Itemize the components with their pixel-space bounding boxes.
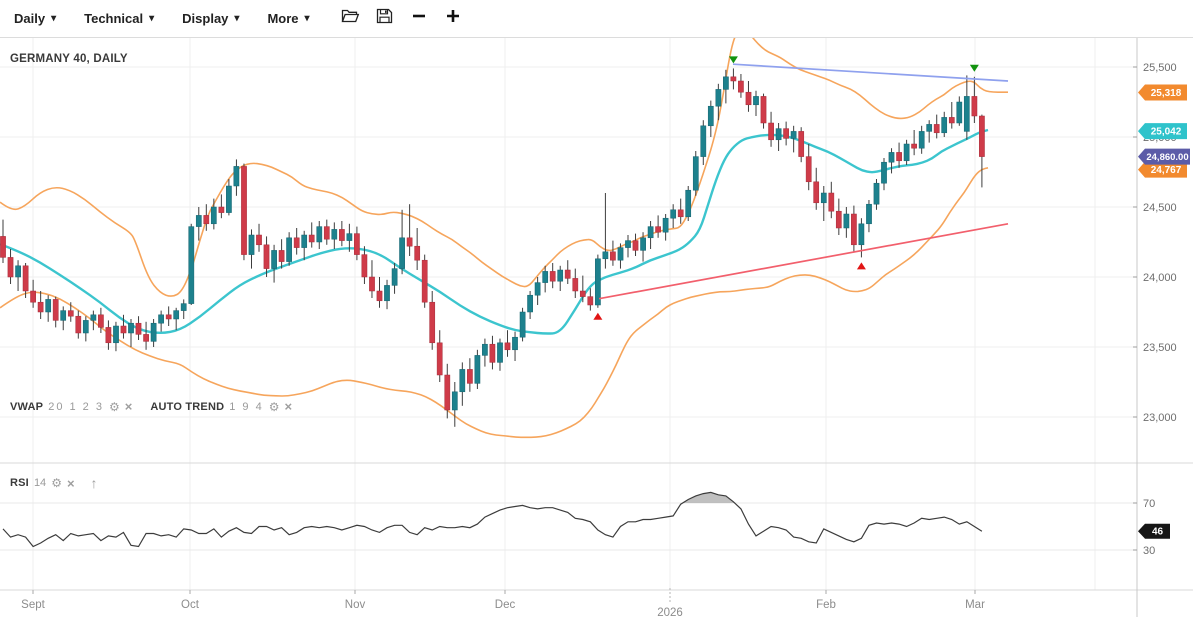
auto-trend-params: 1 9 4 xyxy=(229,400,264,413)
svg-text:Mar: Mar xyxy=(965,599,985,611)
svg-text:25,500: 25,500 xyxy=(1143,62,1177,74)
save-button[interactable] xyxy=(368,0,402,37)
arrow-up-icon[interactable]: ↑ xyxy=(90,475,98,491)
svg-text:46: 46 xyxy=(1152,527,1164,538)
svg-text:Dec: Dec xyxy=(495,599,516,611)
menu-daily-label: Daily xyxy=(14,11,46,26)
svg-text:70: 70 xyxy=(1143,498,1155,510)
vwap-bands xyxy=(0,27,1008,439)
rsi-label: RSI xyxy=(10,477,29,489)
frame xyxy=(0,38,1193,617)
price-tags: 25,318 25,042 24,767 24,860.00 46 xyxy=(1138,84,1190,539)
svg-text:2026: 2026 xyxy=(657,607,683,617)
candlestick-series xyxy=(0,68,985,427)
menu-display[interactable]: Display ▾ xyxy=(168,0,253,37)
menu-technical-label: Technical xyxy=(84,11,144,26)
chevron-down-icon: ▾ xyxy=(234,13,240,24)
chevron-down-icon: ▾ xyxy=(51,13,57,24)
close-icon[interactable]: × xyxy=(124,399,133,414)
close-icon[interactable]: × xyxy=(66,475,75,491)
indicator-row-vwap: VWAP 20 1 2 3 ⚙ × AUTO TREND 1 9 4 ⚙ × xyxy=(10,400,292,413)
auto-trend-label: AUTO TREND xyxy=(150,400,225,413)
menu-display-label: Display xyxy=(182,11,229,26)
save-icon xyxy=(376,8,393,29)
menu-daily[interactable]: Daily ▾ xyxy=(0,0,70,37)
svg-text:Nov: Nov xyxy=(345,599,366,611)
vwap-params: 20 1 2 3 xyxy=(48,400,104,413)
svg-text:Oct: Oct xyxy=(181,599,200,611)
signal-markers xyxy=(593,56,979,320)
gear-icon[interactable]: ⚙ xyxy=(51,476,62,490)
svg-text:23,000: 23,000 xyxy=(1143,412,1177,424)
menu-technical[interactable]: Technical ▾ xyxy=(70,0,168,37)
svg-text:24,767: 24,767 xyxy=(1151,165,1182,176)
svg-text:23,500: 23,500 xyxy=(1143,342,1177,354)
svg-text:24,500: 24,500 xyxy=(1143,202,1177,214)
menu-more-label: More xyxy=(267,11,299,26)
toolbar: Daily ▾ Technical ▾ Display ▾ More ▾ xyxy=(0,0,1193,38)
close-icon[interactable]: × xyxy=(284,399,293,414)
open-folder-icon xyxy=(341,8,360,29)
open-folder-button[interactable] xyxy=(334,0,368,37)
menu-more[interactable]: More ▾ xyxy=(253,0,323,37)
svg-text:24,000: 24,000 xyxy=(1143,272,1177,284)
chevron-down-icon: ▾ xyxy=(304,13,310,24)
vwap-label: VWAP xyxy=(10,400,44,413)
svg-text:Feb: Feb xyxy=(816,599,836,611)
gridlines xyxy=(0,38,1137,590)
svg-text:25,318: 25,318 xyxy=(1151,88,1182,99)
gear-icon[interactable]: ⚙ xyxy=(268,399,280,414)
minus-icon xyxy=(411,8,427,29)
svg-text:25,042: 25,042 xyxy=(1151,127,1182,138)
chart-title: GERMANY 40, DAILY xyxy=(10,53,128,65)
indicator-row-rsi: RSI 14 ⚙ × ↑ xyxy=(10,476,98,490)
chevron-down-icon: ▾ xyxy=(149,13,155,24)
time-axis-labels: Sept Oct Nov Dec 2026 Feb Mar xyxy=(21,588,985,617)
gear-icon[interactable]: ⚙ xyxy=(108,399,120,414)
rsi-series xyxy=(2,491,983,548)
svg-text:30: 30 xyxy=(1143,545,1155,557)
vwap-line xyxy=(0,128,989,335)
rsi-params: 14 xyxy=(33,477,47,489)
rsi-axis-labels: 70 30 xyxy=(1133,498,1155,557)
svg-text:Sept: Sept xyxy=(21,599,45,611)
auto-trend-lines xyxy=(598,63,1009,300)
zoom-in-button[interactable] xyxy=(436,0,470,37)
plus-icon xyxy=(445,8,461,29)
svg-text:24,860.00: 24,860.00 xyxy=(1146,152,1188,163)
zoom-out-button[interactable] xyxy=(402,0,436,37)
